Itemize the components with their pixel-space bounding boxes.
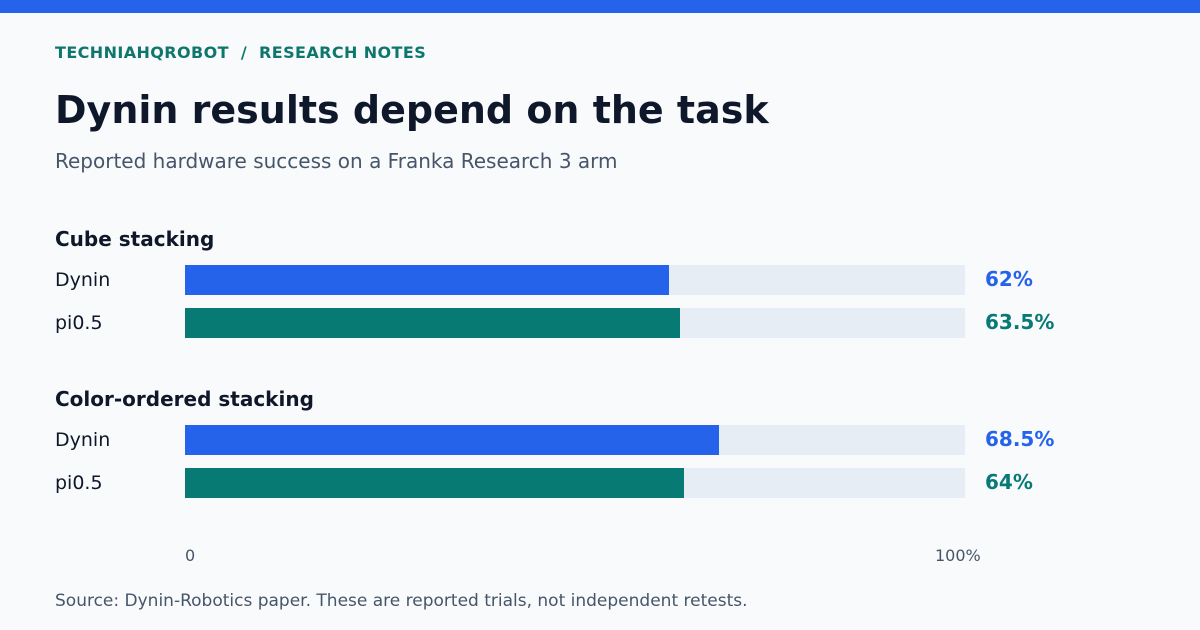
bar-cube-dynin: [185, 265, 669, 295]
row-label: pi0.5: [55, 312, 103, 334]
bar-color-dynin: [185, 425, 720, 455]
source-note: Source: Dynin-Robotics paper. These are …: [55, 591, 748, 611]
value-label-cube-dynin: 62%: [985, 267, 1033, 291]
page-subtitle: Reported hardware success on a Franka Re…: [55, 149, 618, 173]
axis-tick-label-min: 0: [185, 546, 196, 565]
page-title: Dynin results depend on the task: [55, 88, 769, 132]
bar-cube-pi05: [185, 308, 681, 338]
value-label-color-dynin: 68.5%: [985, 427, 1055, 451]
row-label: pi0.5: [55, 472, 103, 494]
value-label-color-pi05: 64%: [985, 470, 1033, 494]
bar-track: [185, 425, 965, 455]
row-label: Dynin: [55, 269, 111, 291]
axis-tick-label-max: 100%: [935, 546, 981, 565]
bar-track: [185, 265, 965, 295]
group-title-cube-stacking: Cube stacking: [55, 227, 215, 251]
bar-track: [185, 468, 965, 498]
group-title-color-ordered-stacking: Color-ordered stacking: [55, 387, 314, 411]
bar-color-pi05: [185, 468, 685, 498]
row-label: Dynin: [55, 429, 111, 451]
breadcrumb: TECHNIAHQROBOT / RESEARCH NOTES: [55, 43, 427, 62]
value-label-cube-pi05: 63.5%: [985, 310, 1055, 334]
top-accent-bar: [0, 0, 1200, 13]
bar-track: [185, 308, 965, 338]
